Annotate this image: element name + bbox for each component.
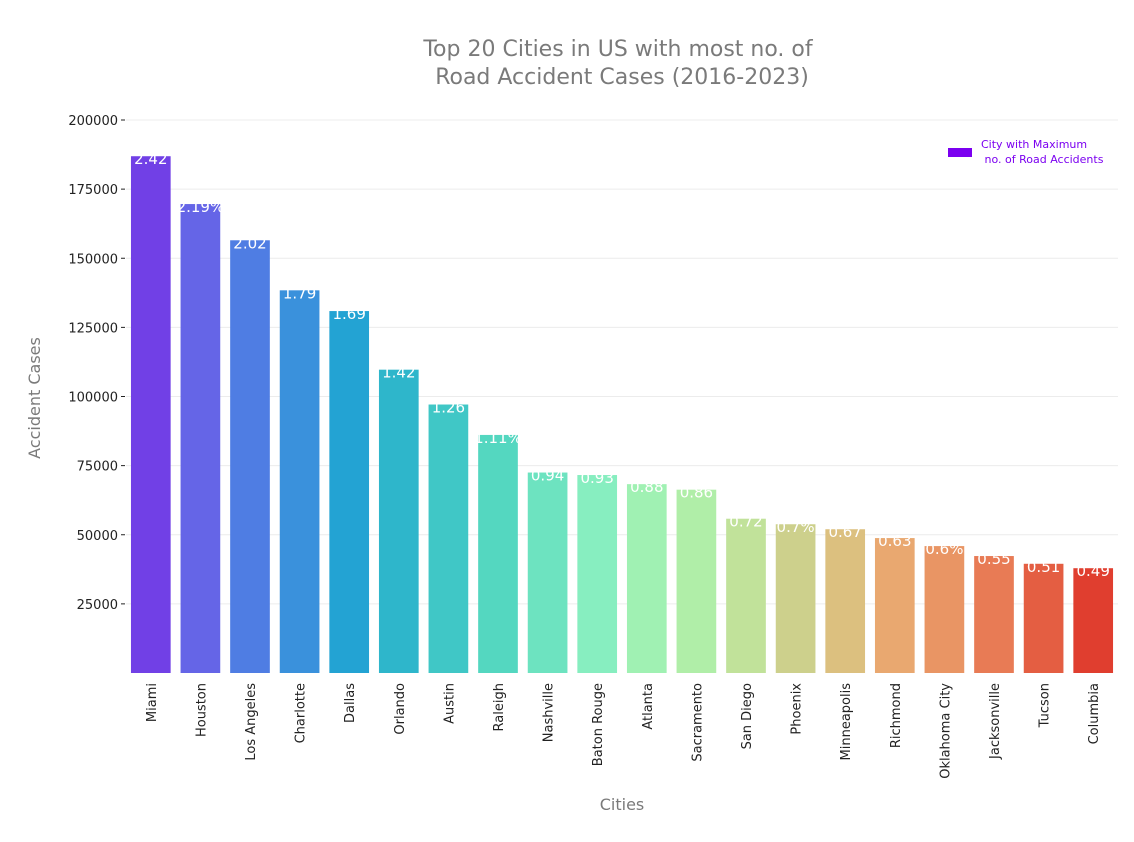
x-axis-label: Cities — [600, 795, 645, 814]
x-tick-label: Baton Rouge — [591, 683, 606, 766]
x-tick-label: Phoenix — [790, 683, 805, 735]
bar — [1073, 568, 1114, 673]
y-axis-ticks: 25000 50000 75000 100000 125000 150000 175000 2… — [68, 114, 125, 613]
legend-label-line-2: no. of Road Accidents — [981, 153, 1104, 166]
bar-value-label: 0.51 — [1027, 558, 1060, 576]
x-tick-label: Atlanta — [641, 683, 656, 730]
x-tick-label: Columbia — [1087, 683, 1102, 744]
bar — [626, 484, 667, 673]
bar-value-label: 0.7% — [777, 518, 815, 536]
bar-value-label: 0.93 — [580, 469, 613, 487]
bar — [924, 546, 965, 673]
y-tick-label: 175000 — [68, 183, 118, 198]
bar-value-label: 1.79 — [283, 284, 316, 302]
x-tick-label: San Diego — [740, 683, 755, 749]
x-tick-label: Charlotte — [294, 683, 309, 743]
x-tick-label: Dallas — [343, 683, 358, 723]
x-tick-label: Houston — [194, 683, 209, 737]
bar — [180, 204, 221, 673]
bar — [775, 524, 816, 673]
bar — [676, 489, 717, 673]
bar — [478, 434, 518, 673]
y-tick-label: 25000 — [77, 598, 118, 613]
bar-value-label: 0.94 — [531, 467, 564, 485]
bar — [378, 369, 419, 673]
bar-value-label: 0.72 — [729, 513, 762, 531]
chart-title-line-1: Top 20 Cities in US with most no. of — [422, 37, 814, 62]
x-tick-label: Tucson — [1038, 683, 1053, 728]
x-tick-label: Nashville — [542, 683, 557, 742]
bar — [874, 538, 915, 673]
x-tick-label: Los Angeles — [244, 683, 259, 761]
bar — [130, 156, 171, 673]
bar-value-label: 0.67 — [828, 523, 861, 541]
legend-swatch — [948, 148, 972, 157]
bar-value-label: 1.26 — [432, 399, 465, 417]
x-axis-ticks: Miami Houston Los Angeles Charlotte Dallas Or… — [145, 683, 1102, 779]
bar-value-label: 0.86 — [680, 484, 713, 502]
y-axis-label: Accident Cases — [25, 337, 44, 459]
bar — [577, 475, 618, 673]
x-tick-label: Oklahoma City — [938, 683, 953, 779]
bar-value-label: 0.6% — [925, 540, 963, 558]
x-tick-label: Jacksonville — [988, 683, 1003, 760]
bar — [825, 529, 866, 673]
y-tick-label: 150000 — [68, 252, 118, 267]
chart-title-line-2: Road Accident Cases (2016-2023) — [435, 65, 809, 90]
bar-value-label: 0.55 — [977, 550, 1010, 568]
y-tick-label: 125000 — [68, 321, 118, 336]
data-labels: 2.42 2.19% 2.02 1.79 1.69 1.42 1.26 1.11% 0.94 0.… — [134, 150, 1110, 580]
y-tick-label: 200000 — [68, 114, 118, 129]
bar-value-label: 2.02 — [233, 234, 266, 252]
bar — [974, 556, 1014, 673]
bar-value-label: 2.19% — [177, 198, 225, 216]
bar-value-label: 0.63 — [878, 532, 911, 550]
bar-value-label: 1.69 — [332, 305, 365, 323]
x-tick-label: Orlando — [393, 683, 408, 735]
legend-label-line-1: City with Maximum — [981, 138, 1087, 151]
x-tick-label: Richmond — [889, 683, 904, 748]
bar-value-label: 0.88 — [630, 478, 663, 496]
bar-value-label: 1.42 — [382, 364, 415, 382]
y-tick-label: 75000 — [77, 460, 118, 475]
y-tick-label: 100000 — [68, 391, 118, 406]
gridlines — [126, 119, 1118, 605]
x-tick-label: Sacramento — [690, 683, 705, 762]
y-tick-label: 50000 — [77, 529, 118, 544]
legend: City with Maximum no. of Road Accidents — [948, 138, 1104, 166]
bars — [130, 156, 1114, 673]
bar — [527, 472, 568, 673]
bar-value-label: 1.11% — [474, 429, 522, 447]
bar — [279, 290, 320, 673]
bar — [329, 311, 370, 673]
x-tick-label: Miami — [145, 683, 160, 722]
bar-value-label: 0.49 — [1076, 562, 1109, 580]
x-tick-label: Raleigh — [492, 683, 507, 731]
bar-value-label: 2.42 — [134, 150, 167, 168]
bar — [726, 518, 766, 673]
bar — [230, 240, 270, 673]
x-tick-label: Minneapolis — [839, 683, 854, 761]
bar — [428, 404, 469, 673]
x-tick-label: Austin — [442, 683, 457, 724]
bar — [1023, 563, 1064, 673]
